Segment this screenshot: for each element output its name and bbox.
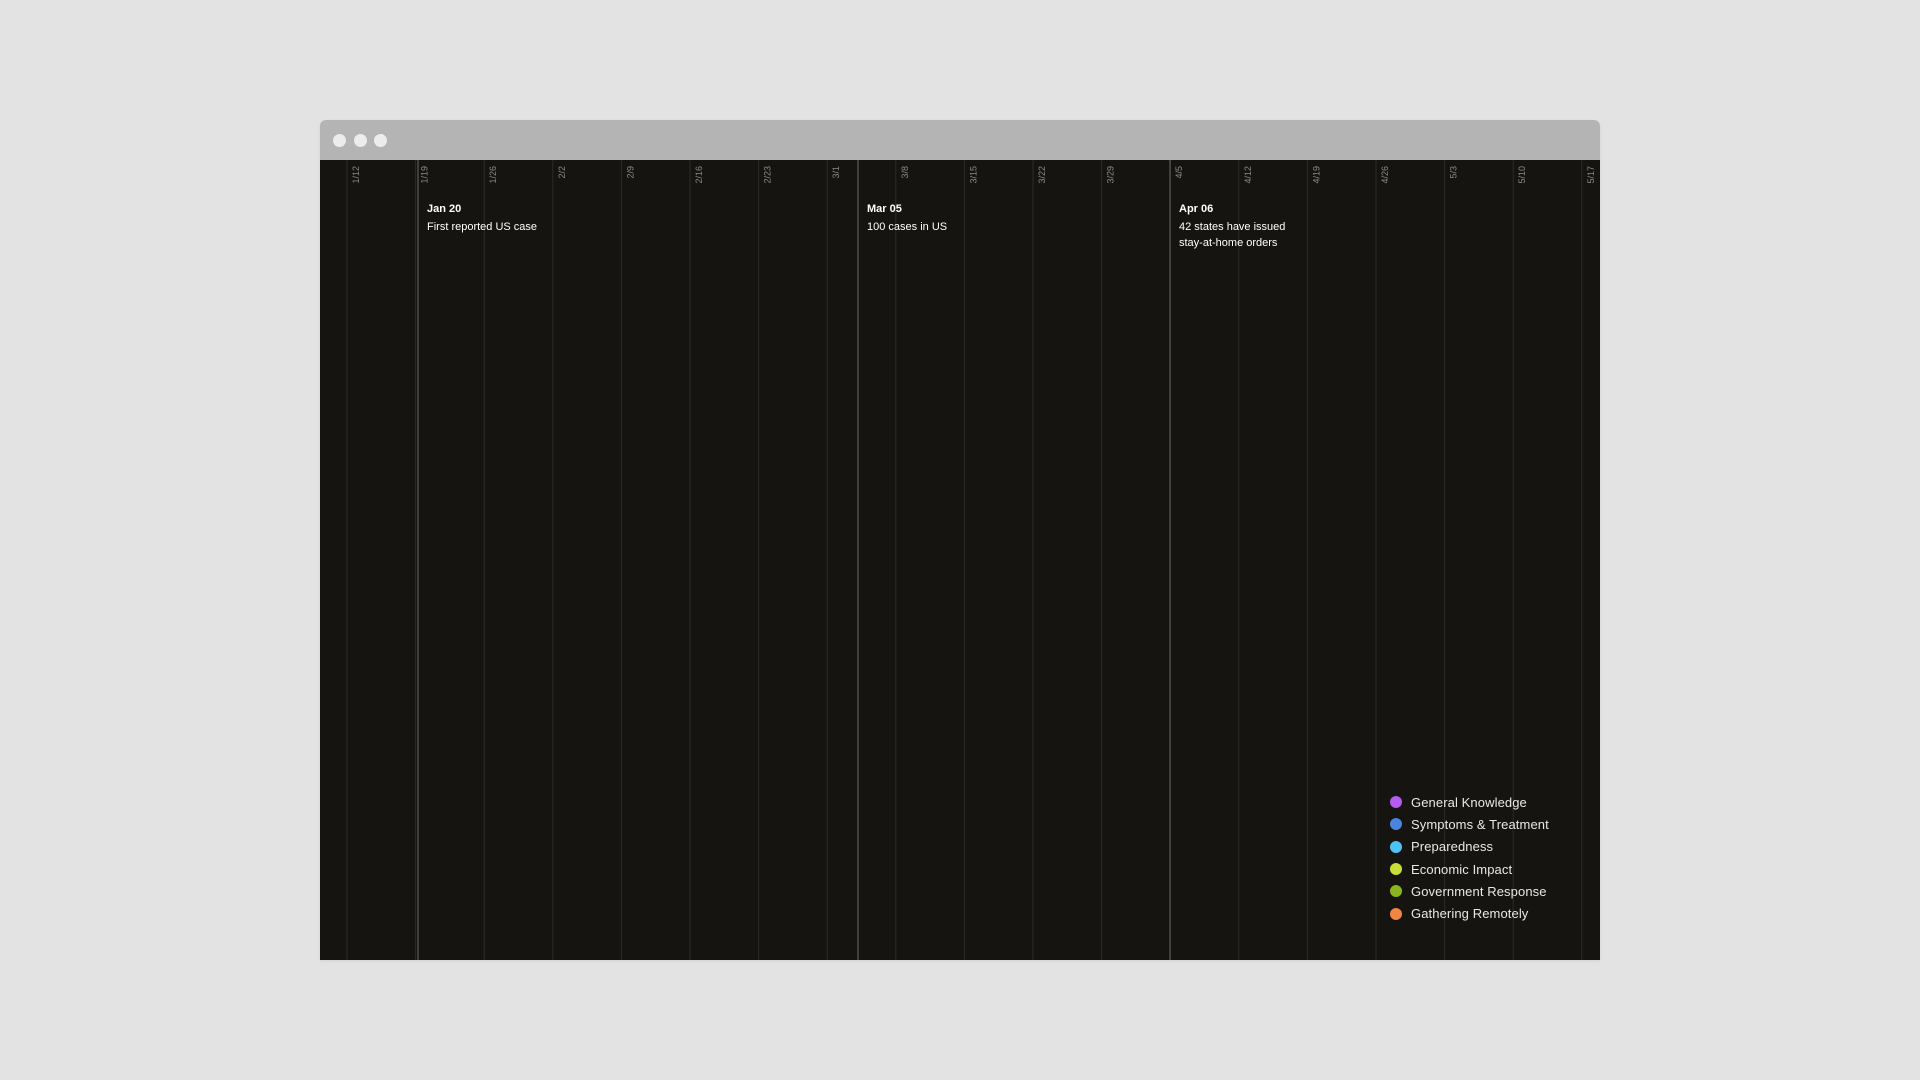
annotation-date: Jan 20: [427, 203, 461, 215]
x-tick-label: 3/29: [1106, 166, 1116, 184]
legend-label: Symptoms & Treatment: [1411, 816, 1549, 832]
legend-item[interactable]: Gathering Remotely: [1390, 902, 1590, 924]
minimize-icon[interactable]: [354, 134, 367, 147]
legend-swatch: [1390, 885, 1402, 898]
legend-item[interactable]: Government Response: [1390, 880, 1590, 902]
x-tick-label: 1/26: [488, 166, 498, 184]
x-tick-label: 1/12: [351, 166, 361, 184]
legend-swatch: [1390, 907, 1402, 920]
annotations: Jan 20 First reported US case Mar 05 100 ca…: [417, 160, 1285, 960]
x-tick-label: 2/9: [625, 166, 635, 179]
annotation-text: stay-at-home orders: [1179, 237, 1278, 249]
x-tick-label: 2/2: [557, 166, 567, 179]
maximize-icon[interactable]: [374, 134, 387, 147]
legend-swatch: [1390, 796, 1402, 809]
browser-window: 1/12 1/19 1/26 2/2 2/9 2/16 2/23 3/1 3/8 3/15 3/22…: [320, 120, 1600, 960]
legend-label: Economic Impact: [1411, 861, 1513, 877]
x-tick-label: 4/5: [1174, 166, 1184, 179]
x-tick-label: 5/10: [1517, 166, 1527, 184]
x-axis-ticks: 1/12 1/19 1/26 2/2 2/9 2/16 2/23 3/1 3/8 3/15 3/22…: [351, 166, 1596, 184]
x-tick-label: 4/12: [1243, 166, 1253, 184]
legend-swatch: [1390, 863, 1402, 876]
x-tick-label: 3/22: [1037, 166, 1047, 184]
window-titlebar: [320, 120, 1600, 160]
legend-label: Preparedness: [1411, 839, 1494, 855]
legend-swatch: [1390, 840, 1402, 853]
legend-item[interactable]: Symptoms & Treatment: [1390, 813, 1590, 835]
x-tick-label: 3/8: [900, 166, 910, 179]
legend-label: General Knowledge: [1411, 794, 1527, 810]
x-tick-label: 4/26: [1380, 166, 1390, 184]
annotation-date: Apr 06: [1179, 203, 1213, 215]
annotation-text: 42 states have issued: [1179, 221, 1285, 233]
annotation-text: 100 cases in US: [867, 221, 947, 233]
x-tick-label: 4/19: [1311, 166, 1321, 184]
legend: General Knowledge Symptoms & Treatment Pre…: [1390, 791, 1590, 925]
legend-item[interactable]: General Knowledge: [1390, 791, 1590, 813]
x-tick-label: 2/16: [694, 166, 704, 184]
x-tick-label: 3/15: [968, 166, 978, 184]
beeswarm-chart: 1/12 1/19 1/26 2/2 2/9 2/16 2/23 3/1 3/8 3/15 3/22…: [320, 160, 1600, 960]
x-tick-label: 5/17: [1586, 166, 1596, 184]
x-tick-label: 2/23: [763, 166, 773, 184]
chart-svg: 1/12 1/19 1/26 2/2 2/9 2/16 2/23 3/1 3/8 3/15 3/22…: [346, 160, 1596, 960]
legend-label: Government Response: [1411, 883, 1547, 899]
close-icon[interactable]: [333, 134, 346, 147]
legend-swatch: [1390, 818, 1402, 831]
legend-item[interactable]: Economic Impact: [1390, 858, 1590, 880]
legend-item[interactable]: Preparedness: [1390, 836, 1590, 858]
annotation-text: First reported US case: [427, 221, 537, 233]
legend-label: Gathering Remotely: [1411, 906, 1529, 922]
x-tick-label: 5/3: [1449, 166, 1459, 179]
x-tick-label: 1/19: [420, 166, 430, 184]
annotation-date: Mar 05: [867, 203, 902, 215]
x-tick-label: 3/1: [831, 166, 841, 179]
